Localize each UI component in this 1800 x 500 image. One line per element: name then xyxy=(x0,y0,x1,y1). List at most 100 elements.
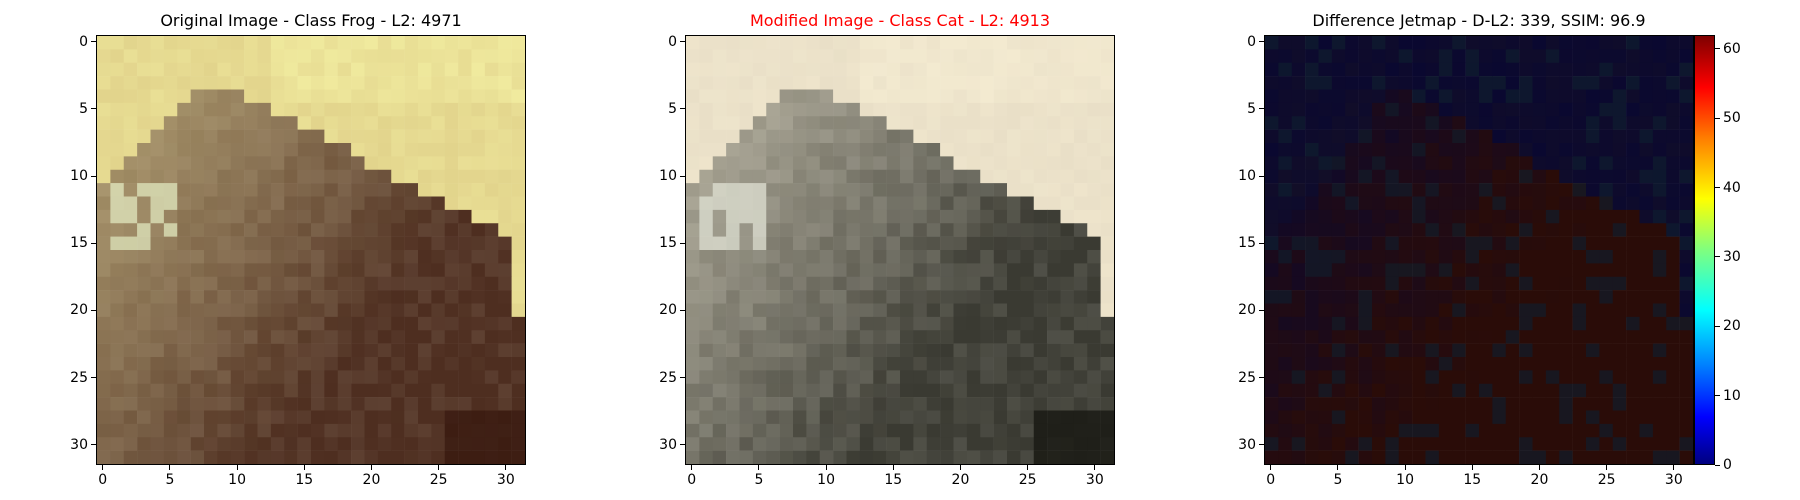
pixel xyxy=(1318,62,1333,77)
pixel xyxy=(1479,36,1493,50)
pixel xyxy=(940,303,954,318)
pixel xyxy=(444,183,459,197)
pixel xyxy=(1572,437,1587,451)
pixel xyxy=(993,129,1008,144)
pixel xyxy=(1519,209,1533,224)
pixel xyxy=(1047,450,1061,464)
x-tick-mark xyxy=(1337,465,1339,470)
pixel xyxy=(859,290,874,304)
pixel xyxy=(1532,370,1547,385)
pixel xyxy=(1452,303,1466,318)
pixel xyxy=(726,76,740,90)
pixel xyxy=(404,236,419,251)
pixel xyxy=(364,102,379,117)
pixel xyxy=(1073,209,1088,224)
pixel xyxy=(377,76,392,90)
pixel xyxy=(806,343,821,358)
pixel xyxy=(1345,209,1359,224)
pixel xyxy=(217,330,232,344)
pixel xyxy=(498,236,512,251)
pixel xyxy=(846,223,861,237)
pixel xyxy=(940,423,954,438)
pixel xyxy=(1100,250,1114,264)
pixel xyxy=(110,169,125,184)
pixel xyxy=(270,89,285,104)
pixel xyxy=(940,129,954,144)
pixel xyxy=(1385,383,1400,398)
pixel xyxy=(311,89,325,104)
pixel xyxy=(190,76,205,90)
pixel xyxy=(444,263,459,278)
pixel xyxy=(1519,357,1533,371)
pixel xyxy=(431,357,446,371)
pixel xyxy=(1345,423,1359,438)
pixel xyxy=(351,383,365,398)
pixel xyxy=(1305,49,1319,64)
pixel xyxy=(163,76,178,90)
pixel xyxy=(1572,49,1587,64)
pixel xyxy=(297,49,312,64)
pixel xyxy=(123,236,138,251)
pixel xyxy=(377,49,392,64)
pixel xyxy=(779,89,794,104)
pixel xyxy=(1305,129,1319,144)
pixel xyxy=(257,263,272,278)
pixel xyxy=(97,116,111,130)
pixel xyxy=(444,76,459,90)
pixel xyxy=(177,357,191,371)
pixel xyxy=(1652,236,1667,251)
pixel xyxy=(284,223,298,237)
pixel xyxy=(190,250,205,264)
pixel xyxy=(686,169,700,184)
pixel xyxy=(351,36,365,50)
pixel xyxy=(686,89,700,104)
pixel xyxy=(351,330,365,344)
pixel xyxy=(1438,169,1453,184)
pixel xyxy=(1331,383,1346,398)
pixel xyxy=(913,357,928,371)
pixel xyxy=(1425,316,1440,331)
pixel xyxy=(284,437,298,451)
pixel xyxy=(458,129,472,144)
pixel xyxy=(1559,410,1573,425)
pixel xyxy=(204,450,218,464)
pixel xyxy=(230,276,245,291)
pixel xyxy=(739,423,754,438)
pixel xyxy=(377,183,392,197)
pixel xyxy=(779,370,794,385)
pixel xyxy=(1572,183,1587,197)
pixel xyxy=(859,102,874,117)
pixel xyxy=(1612,370,1627,385)
pixel xyxy=(793,156,807,171)
pixel xyxy=(699,129,714,144)
pixel xyxy=(1087,437,1101,451)
pixel xyxy=(1666,370,1680,385)
pixel xyxy=(498,169,512,184)
pixel xyxy=(900,370,914,385)
pixel xyxy=(1652,36,1667,50)
pixel xyxy=(686,36,700,50)
pixel xyxy=(1586,223,1600,237)
pixel xyxy=(1047,423,1061,438)
pixel xyxy=(364,263,379,278)
pixel xyxy=(1305,303,1319,318)
pixel xyxy=(940,223,954,237)
pixel xyxy=(926,290,941,304)
pixel xyxy=(97,62,111,77)
pixel xyxy=(244,330,258,344)
pixel xyxy=(793,343,807,358)
pixel xyxy=(712,383,727,398)
pixel xyxy=(699,410,714,425)
pixel xyxy=(953,397,968,411)
pixel xyxy=(926,89,941,104)
pixel xyxy=(418,276,432,291)
pixel xyxy=(1626,343,1640,358)
pixel xyxy=(150,143,165,157)
pixel xyxy=(953,116,968,130)
pixel xyxy=(270,423,285,438)
pixel xyxy=(297,196,312,211)
pixel xyxy=(819,383,834,398)
pixel xyxy=(1007,263,1021,278)
pixel xyxy=(1639,156,1654,171)
pixel xyxy=(1599,196,1614,211)
